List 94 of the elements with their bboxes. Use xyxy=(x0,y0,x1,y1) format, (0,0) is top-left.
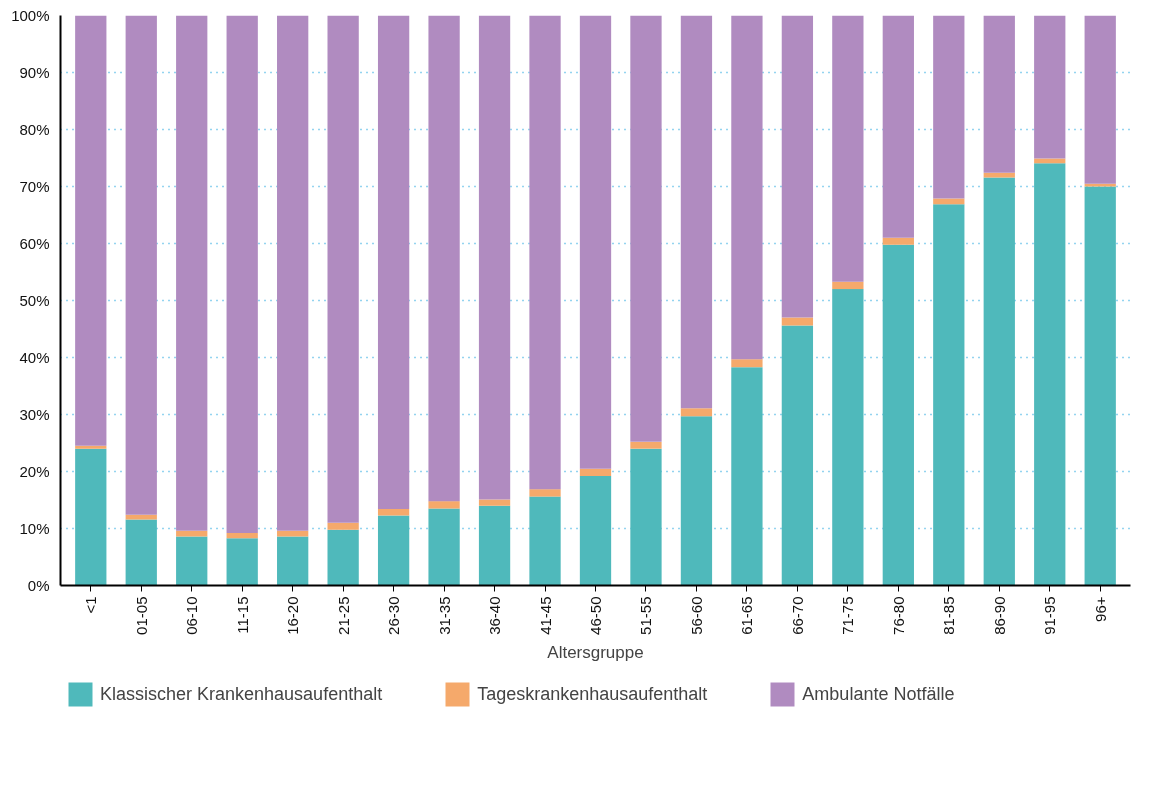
x-tick-label: 36-40 xyxy=(486,596,504,635)
legend-label: Ambulante Notfälle xyxy=(802,683,955,705)
bar xyxy=(327,15,359,523)
x-tick-label: 26-30 xyxy=(385,596,403,635)
bar xyxy=(933,204,965,586)
x-tick-label: 01-05 xyxy=(132,596,150,635)
bar xyxy=(1084,186,1116,586)
bar xyxy=(832,281,864,290)
bar xyxy=(882,244,914,586)
legend-label: Tageskrankenhausaufenthalt xyxy=(477,683,708,705)
bar xyxy=(731,367,763,586)
y-tick-label: 60% xyxy=(19,235,50,252)
bar xyxy=(1084,183,1116,187)
bar xyxy=(226,15,258,534)
x-tick-label: 66-70 xyxy=(788,596,806,635)
bar xyxy=(529,15,561,490)
bar xyxy=(781,317,814,326)
x-tick-label: 41-45 xyxy=(536,596,554,635)
bar xyxy=(781,325,814,586)
x-tick-label: <1 xyxy=(82,596,100,614)
bar xyxy=(1034,163,1066,586)
bar xyxy=(428,15,460,502)
bar xyxy=(529,489,561,497)
x-tick-label: 46-50 xyxy=(587,596,604,635)
bar xyxy=(882,15,914,238)
bar xyxy=(882,237,914,245)
bar xyxy=(277,536,309,586)
bar xyxy=(731,15,763,360)
x-tick-label: 31-35 xyxy=(435,596,453,635)
y-tick-label: 10% xyxy=(19,520,50,537)
x-tick-label: 96+ xyxy=(1091,596,1109,622)
bar xyxy=(226,533,258,539)
bar xyxy=(680,15,713,409)
bar xyxy=(478,505,511,586)
x-tick-label: 21-25 xyxy=(334,596,352,635)
x-tick-label: 76-80 xyxy=(889,596,907,635)
bar xyxy=(983,15,1015,173)
x-tick-label: 71-75 xyxy=(839,596,857,635)
bar xyxy=(680,416,713,586)
bar xyxy=(680,408,713,417)
x-tick-label: 91-95 xyxy=(1041,596,1059,635)
x-tick-label: 06-10 xyxy=(183,596,201,635)
bar xyxy=(75,445,107,449)
bar xyxy=(428,501,460,509)
bar xyxy=(377,515,410,586)
bar xyxy=(983,177,1015,586)
x-tick-label: 86-90 xyxy=(990,596,1008,635)
bar xyxy=(1084,15,1116,184)
bar xyxy=(75,15,107,446)
y-tick-label: 100% xyxy=(11,7,50,24)
bar xyxy=(176,536,208,586)
bar xyxy=(731,359,763,368)
y-tick-label: 0% xyxy=(27,577,50,594)
bar xyxy=(478,15,511,500)
bar xyxy=(176,15,208,531)
bar xyxy=(428,508,460,586)
bar xyxy=(1034,15,1066,159)
bar xyxy=(377,509,410,516)
bar xyxy=(327,529,359,586)
y-tick-label: 90% xyxy=(19,64,50,81)
bar xyxy=(327,522,359,530)
legend-label: Klassischer Krankenhausaufenthalt xyxy=(100,683,383,705)
bar xyxy=(125,519,157,586)
bar xyxy=(478,499,511,506)
x-tick-label: 61-65 xyxy=(738,596,756,635)
bar xyxy=(781,15,814,318)
x-axis-title: Altersgruppe xyxy=(547,642,644,662)
bar xyxy=(579,468,612,477)
bar xyxy=(630,448,662,586)
bar xyxy=(529,496,561,586)
x-tick-label: 56-60 xyxy=(687,596,705,635)
y-tick-label: 30% xyxy=(19,406,50,423)
bar xyxy=(226,538,258,586)
y-tick-label: 80% xyxy=(19,121,50,138)
y-tick-label: 40% xyxy=(19,349,50,366)
x-tick-label: 16-20 xyxy=(284,596,302,635)
bar xyxy=(579,476,612,586)
bar xyxy=(630,441,662,449)
bar xyxy=(125,15,157,515)
y-tick-label: 50% xyxy=(19,292,50,309)
y-tick-label: 20% xyxy=(19,463,50,480)
x-tick-label: 51-55 xyxy=(637,596,655,635)
y-tick-label: 70% xyxy=(19,178,50,195)
bar xyxy=(75,448,107,586)
bar xyxy=(933,198,965,205)
bar xyxy=(630,15,662,442)
bar xyxy=(277,15,309,531)
bar xyxy=(579,15,612,469)
x-tick-label: 11-15 xyxy=(233,596,251,634)
bar xyxy=(832,289,864,586)
bar xyxy=(933,15,965,199)
bar xyxy=(832,15,864,282)
x-tick-label: 81-85 xyxy=(940,596,958,635)
bar xyxy=(377,15,410,510)
